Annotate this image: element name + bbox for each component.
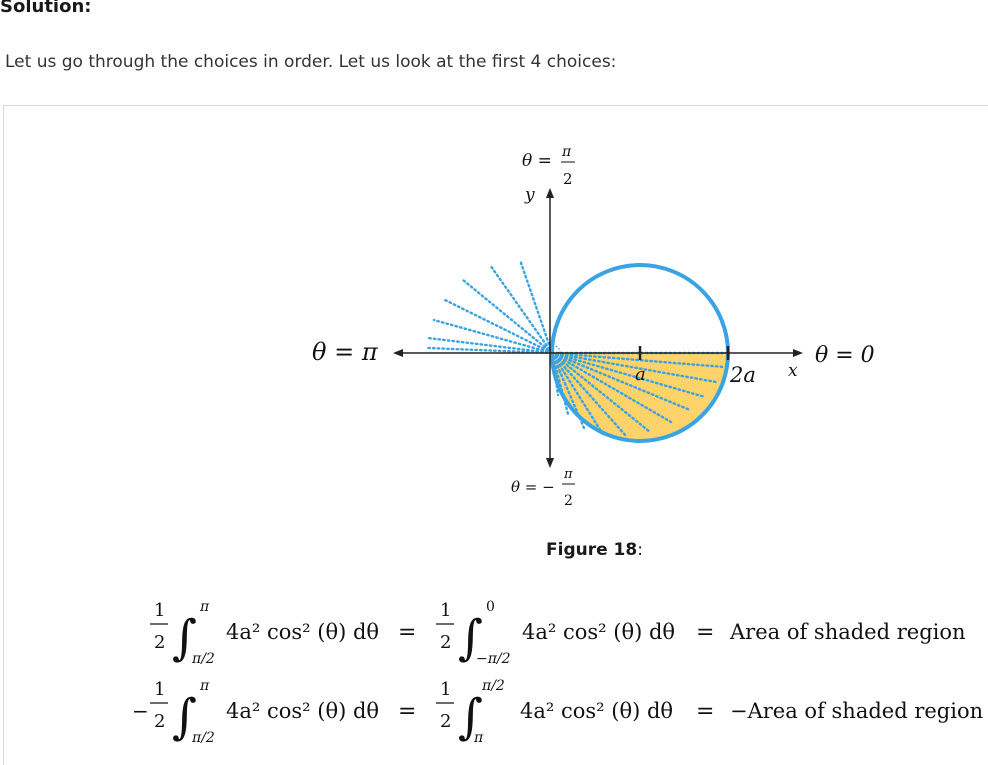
y-axis-arrow-up (546, 188, 554, 198)
equation-2: − 1 2 ∫ π π/2 4a² cos² (θ) dθ = 1 2 ∫ π/… (132, 678, 983, 746)
caption-label: Figure 18 (546, 540, 638, 560)
eq2-lhs-integral-sign: ∫ (172, 689, 197, 745)
eq2-lhs-frac-num: 1 (154, 679, 165, 700)
eq1-rhs: Area of shaded region (729, 620, 966, 644)
label-y-axis: y (524, 185, 535, 205)
eq1-mid-lower: −π/2 (476, 651, 511, 667)
label-theta-left: θ = π (312, 338, 379, 366)
eq2-mid-integrand: 4a² cos² (θ) dθ (520, 699, 673, 723)
label-theta-bottom-lhs: θ = − (511, 478, 555, 496)
eq2-mid-lower: π (473, 730, 484, 746)
equation-1: 1 2 ∫ π π/2 4a² cos² (θ) dθ = 1 2 ∫ 0 −π… (150, 599, 966, 667)
eq2-lhs-frac-den: 2 (154, 711, 165, 732)
eq2-mid-integral-sign: ∫ (458, 689, 483, 745)
eq1-lhs-upper: π (199, 599, 210, 615)
eq1-lhs-frac-den: 2 (154, 632, 165, 653)
label-2a: 2a (729, 363, 756, 387)
label-pi-top: π (561, 144, 572, 160)
x-axis-arrow-right (793, 349, 803, 357)
eq2-mid-frac-den: 2 (440, 711, 451, 732)
eq1-mid-upper: 0 (486, 599, 495, 615)
label-theta-top-lhs: θ = (522, 151, 552, 171)
label-x-axis: x (788, 361, 798, 381)
solution-heading: Solution: (0, 0, 92, 17)
shaded-region (552, 353, 728, 441)
caption-suffix: : (637, 540, 643, 560)
label-two-bottom: 2 (564, 493, 573, 509)
eq1-lhs-integral-sign: ∫ (172, 610, 197, 666)
label-pi-bottom: π (563, 467, 573, 482)
y-axis-arrow-down (546, 458, 554, 468)
figure-caption: Figure 18: (546, 540, 643, 560)
eq1-mid-integrand: 4a² cos² (θ) dθ (522, 620, 675, 644)
intro-paragraph: Let us go through the choices in order. … (5, 52, 617, 72)
label-theta-right: θ = 0 (815, 343, 875, 368)
eq2-rhs: −Area of shaded region (730, 699, 983, 723)
eq1-equals-1: = (398, 620, 416, 645)
eq2-lhs-upper: π (199, 678, 210, 694)
eq2-mid-frac-num: 1 (440, 679, 451, 700)
eq2-lhs-sign: − (132, 699, 149, 723)
x-axis-arrow-left (393, 349, 403, 357)
eq1-lhs-integrand: 4a² cos² (θ) dθ (226, 620, 379, 644)
label-two-top: 2 (563, 170, 573, 188)
eq1-mid-frac-num: 1 (440, 600, 451, 621)
eq2-mid-upper: π/2 (481, 678, 505, 694)
eq1-mid-frac-den: 2 (440, 632, 451, 653)
eq1-lhs-lower: π/2 (191, 651, 215, 667)
eq1-lhs-frac-num: 1 (154, 600, 165, 621)
label-a: a (635, 364, 646, 385)
eq2-lhs-lower: π/2 (191, 730, 215, 746)
eq2-equals-1: = (398, 699, 416, 724)
eq2-lhs-integrand: 4a² cos² (θ) dθ (226, 699, 379, 723)
eq1-equals-2: = (696, 620, 714, 645)
figure-container (3, 105, 988, 765)
eq2-equals-2: = (696, 699, 714, 724)
eq1-mid-integral-sign: ∫ (458, 610, 483, 666)
axes (398, 193, 798, 463)
